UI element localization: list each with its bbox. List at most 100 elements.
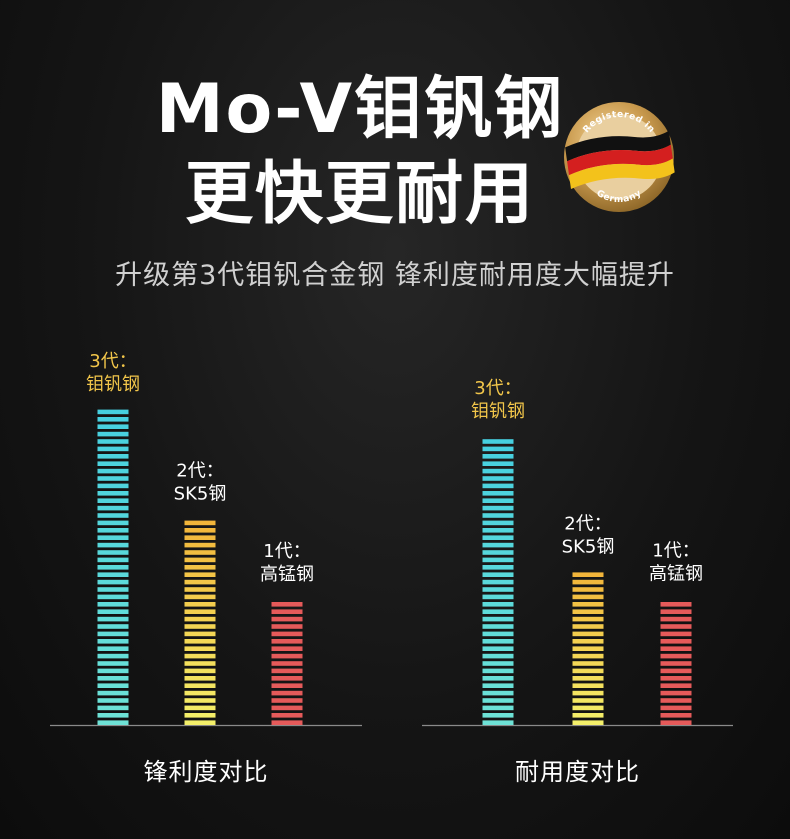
bar-segment [97, 631, 129, 637]
bar-segment [482, 565, 514, 570]
bar-segment [271, 683, 303, 688]
bar-segment [97, 424, 129, 429]
bar-segment [482, 587, 514, 592]
bar-segment [572, 653, 604, 659]
bar-segment [184, 690, 216, 696]
bar-segment [572, 616, 604, 622]
bar-label-material: 高锰钢 [260, 564, 314, 585]
bar [97, 409, 129, 725]
bar-segment [271, 676, 303, 681]
bar-segment [97, 528, 129, 533]
bar-segment [184, 668, 216, 674]
bar-label-material: 高锰钢 [649, 563, 703, 584]
bar-segment [184, 720, 216, 725]
bar-segment [184, 550, 216, 555]
bar-segment [482, 550, 514, 555]
bar-segment [572, 720, 604, 725]
registered-in-germany-badge: Registered in Germany [564, 102, 675, 212]
bar-segment [97, 579, 129, 585]
bar-segment [271, 713, 303, 718]
bar-segment [97, 720, 129, 725]
bar-segment [97, 446, 129, 452]
bar-segment [97, 565, 129, 570]
bar-segment [184, 609, 216, 614]
bar-segment [184, 631, 216, 637]
bar-segment [97, 461, 129, 466]
bar-segment [572, 646, 604, 651]
bar-segment [660, 690, 692, 696]
bar-segment [97, 690, 129, 696]
bar-segment [184, 676, 216, 681]
bar-segment [271, 646, 303, 651]
bar-segment [482, 579, 514, 585]
bar-segment [660, 661, 692, 666]
bar-segment [482, 542, 514, 548]
bar-segment [184, 528, 216, 533]
bar-segment [660, 698, 692, 703]
bar-segment [184, 624, 216, 629]
bar-segment [97, 505, 129, 511]
bar-segment [271, 609, 303, 614]
bar-segment [271, 653, 303, 659]
page-title-line-1: Mo-V钼钒钢 [155, 70, 565, 149]
bar-segment [184, 587, 216, 592]
bar-segment [97, 676, 129, 681]
bar-segment [482, 713, 514, 718]
bar-segment [97, 454, 129, 459]
bar-segment [184, 653, 216, 659]
bar-segment [660, 720, 692, 725]
bar-segment [97, 535, 129, 540]
bar-segment [482, 661, 514, 666]
bar-segment [184, 565, 216, 570]
bar-segment [97, 661, 129, 666]
bar-label-material: 钼钒钢 [86, 374, 140, 395]
bar-segment [184, 639, 216, 644]
bar-segment [97, 646, 129, 651]
bar-label-generation: 1代： [263, 541, 310, 562]
bar-segment [482, 639, 514, 644]
bar-segment [97, 668, 129, 674]
bar-segment [572, 639, 604, 644]
bar-segment [97, 713, 129, 718]
bar-segment [572, 676, 604, 681]
bar-segment [271, 698, 303, 703]
bar-segment [482, 572, 514, 577]
bar-segment [572, 683, 604, 688]
bar-label-generation: 2代： [564, 514, 611, 535]
bar [184, 520, 216, 725]
bar-segment [482, 720, 514, 725]
bar-segment [271, 668, 303, 674]
page-subtitle: 升级第3代钼钒合金钢 锋利度耐用度大幅提升 [115, 260, 675, 291]
bar-segment [97, 616, 129, 622]
bar-segment [660, 616, 692, 622]
bar-segment [660, 602, 692, 607]
bar-segment [660, 631, 692, 637]
bar-segment [97, 698, 129, 703]
bar-segment [482, 446, 514, 452]
bar-segment [572, 572, 604, 577]
bar-segment [482, 594, 514, 600]
chart-title: 耐用度对比 [515, 758, 640, 786]
bar-segment [184, 535, 216, 540]
bar-segment [184, 557, 216, 563]
bar-segment [482, 653, 514, 659]
bar-segment [271, 639, 303, 644]
bar [482, 439, 514, 725]
bar-segment [572, 631, 604, 637]
bar-segment [271, 602, 303, 607]
bar-segment [271, 720, 303, 725]
svg-text:Germany: Germany [594, 188, 643, 205]
bar-segment [271, 631, 303, 637]
bar-segment [97, 439, 129, 444]
bar-segment [97, 550, 129, 555]
bar-segment [572, 579, 604, 585]
bar-segment [660, 624, 692, 629]
bar-segment [572, 690, 604, 696]
bar [271, 602, 303, 725]
bar-segment [660, 639, 692, 644]
bar-segment [97, 542, 129, 548]
bar-segment [482, 468, 514, 474]
bar-segment [482, 705, 514, 711]
